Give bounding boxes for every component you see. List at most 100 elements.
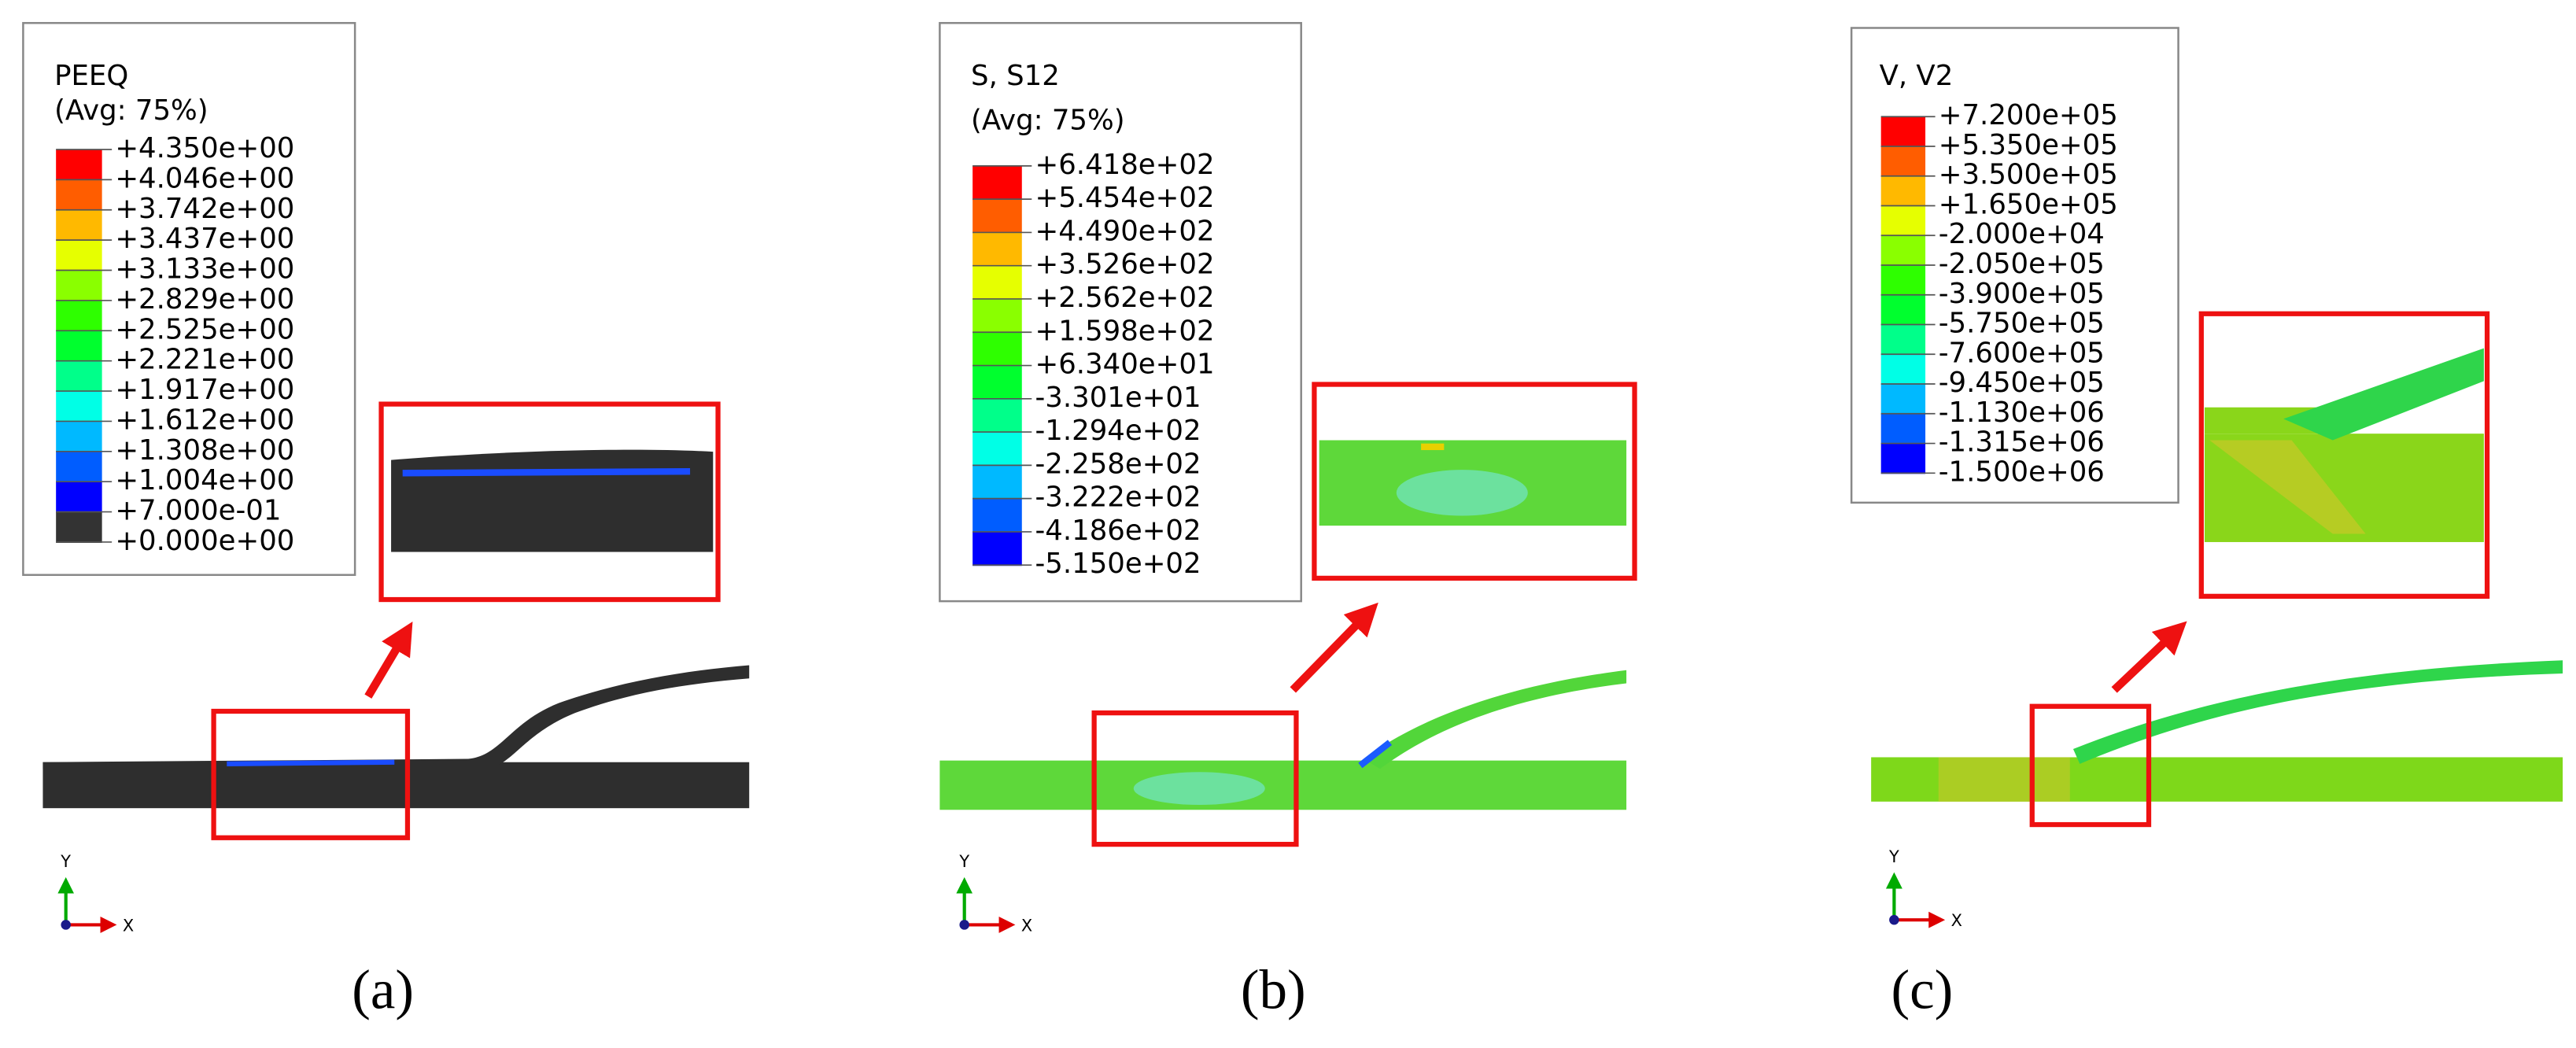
legend-label: +6.340e+01 <box>1035 349 1214 381</box>
color-band <box>972 265 1022 301</box>
legend-label: +1.308e+00 <box>115 434 294 467</box>
legend-label: -1.315e+06 <box>1939 426 2105 459</box>
legend-title: V, V2 <box>1880 60 1954 92</box>
color-band <box>1880 384 1926 415</box>
color-band <box>56 421 102 452</box>
legend-label: -3.301e+01 <box>1035 382 1201 414</box>
legend-label: +2.562e+02 <box>1035 282 1214 314</box>
legend-label: +7.000e-01 <box>115 495 281 527</box>
legend-label: +3.500e+05 <box>1939 159 2118 191</box>
legend-label: -5.150e+02 <box>1035 548 1201 580</box>
color-band <box>1880 235 1926 267</box>
legend-label: +4.350e+00 <box>115 132 294 164</box>
color-band <box>56 482 102 513</box>
legend-label: +5.350e+05 <box>1939 129 2118 161</box>
color-band <box>56 451 102 483</box>
color-band <box>56 300 102 332</box>
legend-label: +4.490e+02 <box>1035 215 1214 247</box>
color-band <box>972 465 1022 500</box>
legend-title: S, S12 <box>971 60 1060 92</box>
panel: S, S12 (Avg: 75%) +6.418e+02+5.454e+02+4.4… <box>939 21 1306 1020</box>
model-c <box>1871 311 2563 828</box>
color-band <box>972 298 1022 334</box>
legend-label: +1.917e+00 <box>115 374 294 406</box>
color-band <box>972 365 1022 400</box>
color-band <box>56 240 102 271</box>
legend-label: +2.525e+00 <box>115 313 294 345</box>
legend-label: +2.829e+00 <box>115 283 294 316</box>
color-band <box>972 398 1022 434</box>
color-band <box>972 498 1022 533</box>
legend-subtitle: (Avg: 75%) <box>54 94 209 127</box>
legend-label: +1.598e+02 <box>1035 315 1214 347</box>
axis-y-label: Y <box>60 852 71 871</box>
axis-y-label: Y <box>958 852 969 871</box>
color-band <box>56 391 102 423</box>
legend-label: -2.258e+02 <box>1035 448 1201 480</box>
legend-label: +4.046e+00 <box>115 162 294 194</box>
legend-label: +0.000e+00 <box>115 525 294 557</box>
color-band <box>972 332 1022 367</box>
legend-label: +3.133e+00 <box>115 253 294 286</box>
legend-label: -4.186e+02 <box>1035 515 1201 547</box>
legend-label: +5.454e+02 <box>1035 182 1214 214</box>
panel-caption: (b) <box>1241 959 1306 1020</box>
panel-caption: (c) <box>1891 959 1953 1020</box>
color-band <box>1880 146 1926 177</box>
color-band <box>972 232 1022 267</box>
color-band <box>56 209 102 242</box>
color-band <box>1880 354 1926 386</box>
axis-origin <box>959 920 969 930</box>
legend-label: -2.000e+04 <box>1939 218 2105 250</box>
legend-title: PEEQ <box>54 60 128 92</box>
legend-label: -5.750e+05 <box>1939 308 2105 340</box>
legend-label: -1.500e+06 <box>1939 456 2105 488</box>
legend-label: +1.612e+00 <box>115 404 294 436</box>
legend-label: +3.526e+02 <box>1035 249 1214 281</box>
color-band <box>1880 175 1926 207</box>
color-band <box>56 360 102 393</box>
color-band <box>1880 205 1926 237</box>
color-band <box>1880 294 1926 326</box>
color-band <box>56 149 102 181</box>
axis-x-label: X <box>1951 911 1962 930</box>
panel: V, V2 +7.200e+05+5.350e+05+3.500e+05+1.65… <box>1850 27 2179 1020</box>
model-a <box>42 401 750 840</box>
color-band <box>1880 116 1926 148</box>
color-band <box>1880 413 1926 445</box>
legend-label: -9.450e+05 <box>1939 367 2105 399</box>
color-band <box>56 511 102 544</box>
legend-label: -1.294e+02 <box>1035 415 1201 447</box>
axis-origin <box>1889 914 1899 925</box>
color-band <box>972 531 1022 566</box>
axis-y-label: Y <box>1888 847 1899 866</box>
legend-label: -3.900e+05 <box>1939 278 2105 310</box>
axis-origin <box>61 920 71 930</box>
model-b <box>939 382 1637 847</box>
color-band <box>972 199 1022 234</box>
legend-label: +6.418e+02 <box>1035 149 1214 181</box>
legend-label: +7.200e+05 <box>1939 99 2118 131</box>
legend-label: -7.600e+05 <box>1939 337 2105 369</box>
axis-x-label: X <box>123 917 134 935</box>
legend-label: +1.004e+00 <box>115 464 294 496</box>
legend-subtitle: (Avg: 75%) <box>971 104 1125 136</box>
panel: PEEQ(Avg: 75%) +4.350e+00+4.046e+00+3.742… <box>22 21 414 1020</box>
panel-caption: (a) <box>352 959 414 1020</box>
color-band <box>56 270 102 301</box>
legend-label: -2.050e+05 <box>1939 248 2105 280</box>
color-band <box>972 165 1022 201</box>
color-band <box>56 330 102 362</box>
legend-label: +3.437e+00 <box>115 223 294 255</box>
color-band <box>972 432 1022 467</box>
legend-label: +1.650e+05 <box>1939 188 2118 220</box>
color-band <box>1880 265 1926 296</box>
color-band <box>1880 324 1926 356</box>
axis-x-label: X <box>1021 917 1032 935</box>
legend-label: -1.130e+06 <box>1939 397 2105 429</box>
color-band <box>1880 443 1926 474</box>
legend-label: -3.222e+02 <box>1035 482 1201 514</box>
legend-label: +2.221e+00 <box>115 344 294 376</box>
